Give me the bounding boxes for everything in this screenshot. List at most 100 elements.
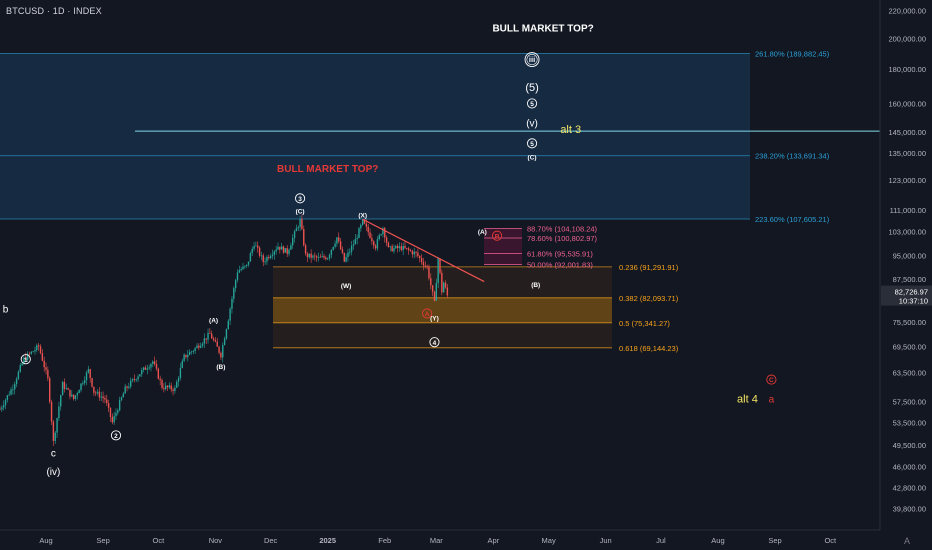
candle-body	[71, 394, 73, 397]
candle-body	[196, 345, 198, 349]
candle-body	[338, 237, 340, 242]
candle-body	[133, 379, 136, 380]
wave-label: C	[769, 377, 774, 384]
time-axis-tick: Feb	[378, 536, 391, 545]
candle-body	[242, 266, 244, 270]
candle-body	[356, 238, 358, 240]
candle-body	[347, 252, 349, 258]
candle-body	[34, 350, 36, 352]
price-axis-tick: 123,000.00	[888, 176, 926, 185]
candle-body	[146, 368, 148, 370]
candle-body	[54, 432, 56, 441]
auto-scale-toggle[interactable]: A	[903, 536, 910, 546]
price-axis-tick: 46,000.00	[893, 463, 926, 472]
candle-body	[172, 389, 174, 392]
candle-body	[341, 249, 344, 253]
candle-body	[312, 255, 314, 258]
time-axis-tick: Aug	[39, 536, 52, 545]
wave-label-circle	[492, 230, 503, 241]
candle-body	[150, 363, 152, 368]
candle-body	[321, 256, 323, 257]
wave-label: (C)	[528, 154, 537, 161]
candle-body	[325, 257, 327, 260]
symbol-header: BTCUSD · 1D · INDEX	[6, 6, 102, 16]
candle-body	[446, 287, 449, 296]
candle-body	[179, 367, 182, 378]
wave-label: iii	[529, 55, 535, 64]
candle-body	[280, 246, 283, 250]
price-axis-tick: 57,500.00	[893, 398, 926, 407]
candle-body	[282, 246, 285, 253]
candle-body	[404, 245, 406, 249]
candle-body	[350, 245, 353, 252]
time-axis-tick: Sep	[96, 536, 109, 545]
candle-body	[306, 253, 309, 258]
candle-body	[286, 248, 288, 254]
candle-body	[343, 252, 345, 262]
candle-body	[304, 245, 307, 254]
candle-body	[135, 379, 137, 381]
candle-body	[98, 391, 101, 398]
candle-body	[317, 256, 320, 258]
candle-body	[277, 246, 279, 250]
bar-countdown: 10:37:10	[899, 297, 928, 306]
price-axis-tick: 53,500.00	[893, 419, 926, 428]
candle-body	[411, 251, 414, 255]
candle-body	[74, 395, 77, 400]
candle-body	[56, 418, 58, 433]
candle-body	[106, 399, 108, 404]
candle-body	[141, 370, 143, 375]
fib-retracement-label: 0.382 (82,093.71)	[619, 294, 679, 303]
candle-body	[378, 235, 380, 240]
candle-body	[25, 357, 27, 361]
candle-body	[367, 226, 369, 233]
candle-body	[152, 361, 154, 364]
price-axis-tick: 200,000.00	[888, 34, 926, 43]
candle-body	[28, 353, 31, 355]
fib-red-zone	[484, 228, 522, 265]
candle-body	[428, 267, 430, 279]
fib-red-label: 61.80% (95,535.91)	[527, 250, 593, 259]
wave-label-circle	[295, 193, 306, 204]
wave-label: 5	[530, 141, 534, 148]
candle-body	[268, 257, 270, 259]
price-axis-tick: 160,000.00	[888, 99, 926, 108]
candle-body	[211, 333, 213, 339]
wave-label: (A)	[478, 229, 487, 236]
candle-body	[293, 231, 296, 238]
alt-count-label: alt 3	[560, 124, 581, 136]
time-axis-tick: Mar	[430, 536, 443, 545]
candle-body	[424, 265, 426, 267]
candle-body	[299, 219, 301, 228]
candle-body	[238, 270, 241, 273]
price-axis-tick: 63,500.00	[893, 369, 926, 378]
candle-body	[122, 393, 125, 398]
candle-body	[104, 398, 106, 400]
price-axis-tick: 75,500.00	[893, 318, 926, 327]
candle-body	[258, 247, 261, 256]
candle-body	[400, 246, 403, 251]
wave-label: 1	[24, 357, 28, 364]
candle-body	[0, 409, 1, 411]
candle-body	[234, 280, 237, 289]
candle-body	[63, 382, 66, 389]
candle-body	[349, 251, 351, 253]
candle-body	[115, 412, 117, 417]
candle-body	[174, 387, 176, 392]
wave-label: A	[425, 311, 430, 318]
candle-body	[153, 361, 156, 365]
candle-body	[2, 405, 5, 408]
candle-body	[181, 361, 183, 368]
wave-label-circle	[766, 374, 777, 385]
candle-body	[161, 380, 163, 389]
candle-body	[249, 253, 252, 262]
candle-body	[37, 345, 40, 347]
candle-body	[257, 245, 259, 248]
candle-body	[49, 378, 51, 402]
candle-body	[314, 255, 316, 257]
wave-label: (5)	[525, 82, 538, 94]
wave-label: (iv)	[46, 467, 60, 478]
candle-body	[406, 248, 408, 249]
candle-body	[422, 261, 425, 266]
